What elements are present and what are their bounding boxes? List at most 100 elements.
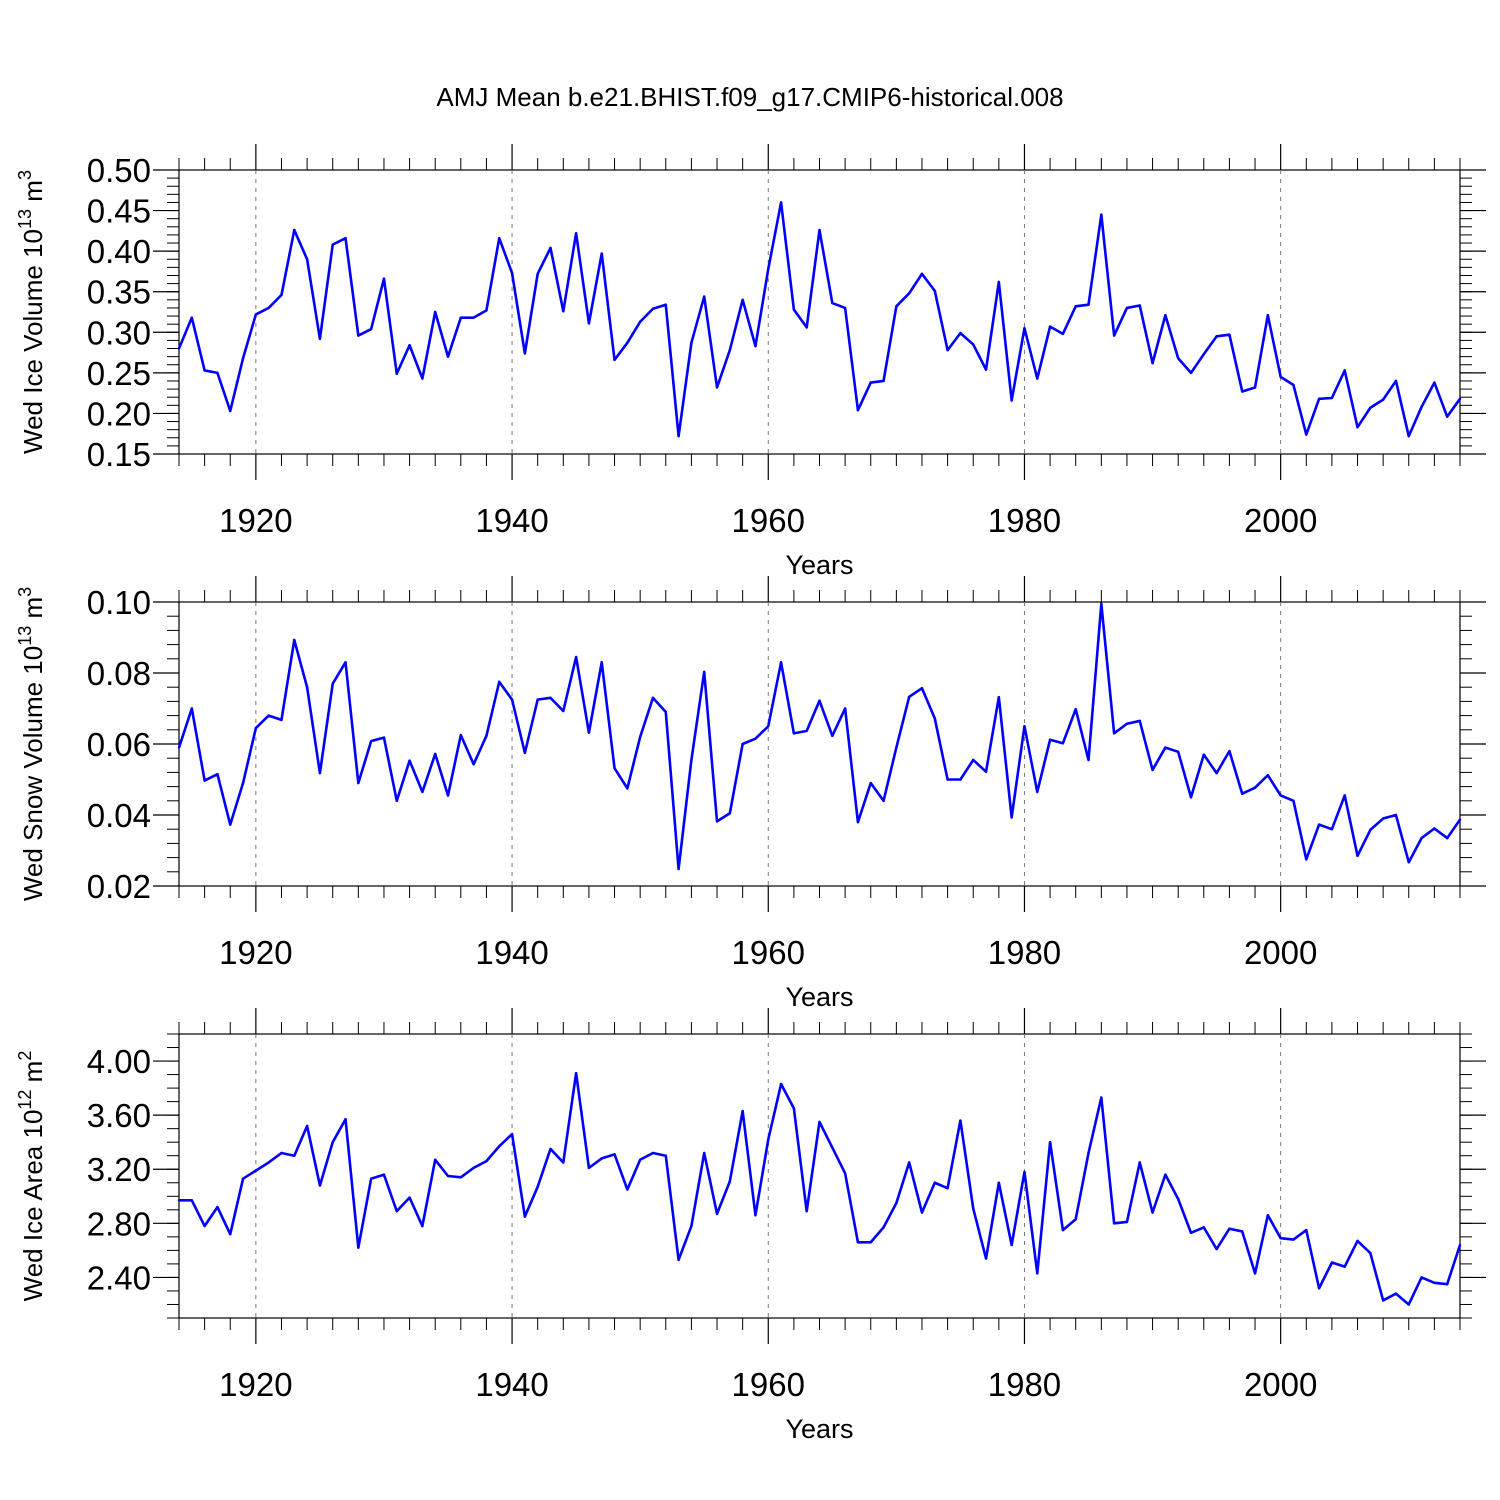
ice-volume-point-1992 bbox=[1176, 357, 1180, 360]
ice-area-xtick-label-1920: 1920 bbox=[219, 1366, 292, 1403]
ice-volume-point-1943 bbox=[549, 246, 552, 250]
snow-volume-point-1940 bbox=[510, 698, 514, 701]
ice-volume-point-1999 bbox=[1266, 314, 1270, 317]
ice-volume-point-1942 bbox=[536, 272, 539, 276]
snow-volume-point-1934 bbox=[434, 752, 437, 756]
snow-volume-point-1959 bbox=[754, 737, 757, 740]
ice-volume-point-2014 bbox=[1458, 397, 1462, 401]
snow-volume-point-1987 bbox=[1112, 732, 1116, 735]
ice-volume-point-1987 bbox=[1112, 334, 1116, 337]
snow-volume-point-1942 bbox=[536, 698, 539, 701]
snow-volume-point-1923 bbox=[293, 638, 296, 642]
ice-area-point-2004 bbox=[1330, 1261, 1334, 1264]
ice-area-point-2009 bbox=[1394, 1292, 1398, 1295]
snow-volume-point-1922 bbox=[280, 718, 283, 722]
ice-area-point-1986 bbox=[1100, 1096, 1103, 1099]
snow-volume-point-1958 bbox=[741, 742, 744, 746]
snow-volume-point-1954 bbox=[690, 758, 693, 762]
ice-volume-point-1921 bbox=[267, 306, 270, 310]
ice-area-point-1921 bbox=[267, 1161, 270, 1164]
snow-volume-xtick-label-1940: 1940 bbox=[475, 934, 548, 971]
ice-volume-point-1929 bbox=[369, 327, 373, 331]
ice-area-point-1963 bbox=[805, 1209, 808, 1213]
ice-volume-point-1953 bbox=[677, 434, 680, 438]
snow-volume-ytick-label-4: 0.10 bbox=[87, 584, 151, 621]
snow-volume-point-2009 bbox=[1394, 813, 1398, 817]
snow-volume-point-1926 bbox=[331, 682, 334, 685]
ice-area-point-1940 bbox=[510, 1132, 514, 1136]
ice-area-point-1944 bbox=[562, 1161, 565, 1164]
ice-area-point-1957 bbox=[728, 1180, 732, 1183]
snow-volume-point-1927 bbox=[344, 661, 347, 664]
snow-volume-series-line bbox=[177, 602, 1462, 871]
ice-area-point-1998 bbox=[1253, 1272, 1257, 1275]
snow-volume-point-1960 bbox=[767, 725, 770, 728]
ice-area-point-1931 bbox=[395, 1209, 398, 1213]
snow-volume-point-1917 bbox=[216, 772, 219, 776]
snow-volume-point-1970 bbox=[895, 746, 898, 749]
ice-volume-point-2008 bbox=[1381, 398, 1385, 401]
ice-volume-xtick-label-2000: 2000 bbox=[1244, 502, 1317, 539]
ice-volume-point-1959 bbox=[754, 344, 757, 348]
ice-volume-point-1964 bbox=[818, 228, 821, 232]
ice-volume-x-axis-label: Years bbox=[785, 550, 853, 580]
snow-volume-point-1975 bbox=[959, 778, 962, 781]
ice-area-point-1920 bbox=[254, 1169, 258, 1172]
snow-volume-point-1933 bbox=[421, 790, 424, 794]
ice-area-point-1978 bbox=[997, 1181, 1001, 1184]
ice-volume-point-1994 bbox=[1202, 352, 1206, 356]
snow-volume-point-1980 bbox=[1023, 725, 1026, 728]
ice-area-point-1932 bbox=[408, 1196, 411, 1199]
snow-volume-point-1924 bbox=[305, 686, 309, 689]
ice-volume-point-1995 bbox=[1215, 335, 1218, 338]
snow-volume-xtick-label-2000: 2000 bbox=[1244, 934, 1317, 971]
ice-area-point-1987 bbox=[1112, 1222, 1116, 1225]
snow-volume-point-1916 bbox=[203, 779, 206, 782]
ice-volume-point-1952 bbox=[664, 303, 667, 306]
ice-area-point-1968 bbox=[869, 1241, 872, 1244]
snow-volume-point-1914 bbox=[177, 746, 181, 749]
ice-volume-point-1974 bbox=[946, 348, 949, 352]
ice-volume-point-1920 bbox=[254, 313, 258, 316]
snow-volume-point-1953 bbox=[677, 867, 680, 871]
snow-volume-point-1939 bbox=[498, 680, 501, 684]
ice-area-point-1984 bbox=[1074, 1218, 1077, 1221]
ice-area-point-1925 bbox=[318, 1184, 322, 1187]
snow-volume-point-2005 bbox=[1343, 794, 1346, 797]
ice-area-point-1994 bbox=[1202, 1226, 1206, 1229]
ice-volume-point-1963 bbox=[805, 326, 808, 329]
ice-area-point-1927 bbox=[344, 1118, 347, 1121]
ice-volume-point-1998 bbox=[1253, 386, 1257, 389]
ice-area-series-line bbox=[179, 1071, 1462, 1306]
ice-area-point-1935 bbox=[446, 1174, 450, 1178]
ice-area-point-2013 bbox=[1445, 1282, 1449, 1286]
ice-volume-xtick-label-1940: 1940 bbox=[475, 502, 548, 539]
ice-volume-point-1954 bbox=[690, 341, 693, 345]
snow-volume-point-1976 bbox=[972, 758, 975, 762]
ice-area-point-1943 bbox=[549, 1147, 552, 1151]
ice-volume-point-2009 bbox=[1394, 379, 1398, 383]
ice-area-point-1956 bbox=[715, 1212, 719, 1216]
ice-area-point-1996 bbox=[1228, 1227, 1231, 1230]
ice-area-point-1922 bbox=[280, 1151, 283, 1155]
ice-volume-point-1986 bbox=[1100, 213, 1103, 216]
ice-volume-ytick-label-2: 0.25 bbox=[87, 355, 151, 392]
ice-area-point-1965 bbox=[831, 1146, 834, 1149]
ice-volume-point-1980 bbox=[1023, 327, 1026, 330]
ice-volume-point-1960 bbox=[767, 267, 770, 271]
ice-area-point-1950 bbox=[638, 1158, 642, 1161]
ice-volume-point-1991 bbox=[1164, 314, 1167, 317]
snow-volume-point-1925 bbox=[318, 771, 322, 775]
ice-volume-point-2010 bbox=[1407, 434, 1410, 438]
ice-volume-point-1965 bbox=[831, 301, 834, 305]
ice-volume-point-2003 bbox=[1317, 397, 1321, 401]
ice-volume-point-1989 bbox=[1138, 304, 1141, 307]
snow-volume-point-1986 bbox=[1100, 602, 1103, 605]
ice-volume-ytick-label-4: 0.35 bbox=[87, 274, 151, 311]
snow-volume-point-1957 bbox=[728, 812, 732, 815]
ice-area-point-1937 bbox=[472, 1166, 475, 1170]
snow-volume-point-1948 bbox=[613, 766, 616, 770]
ice-area-point-2002 bbox=[1305, 1228, 1308, 1232]
ice-area-point-2006 bbox=[1356, 1239, 1359, 1243]
